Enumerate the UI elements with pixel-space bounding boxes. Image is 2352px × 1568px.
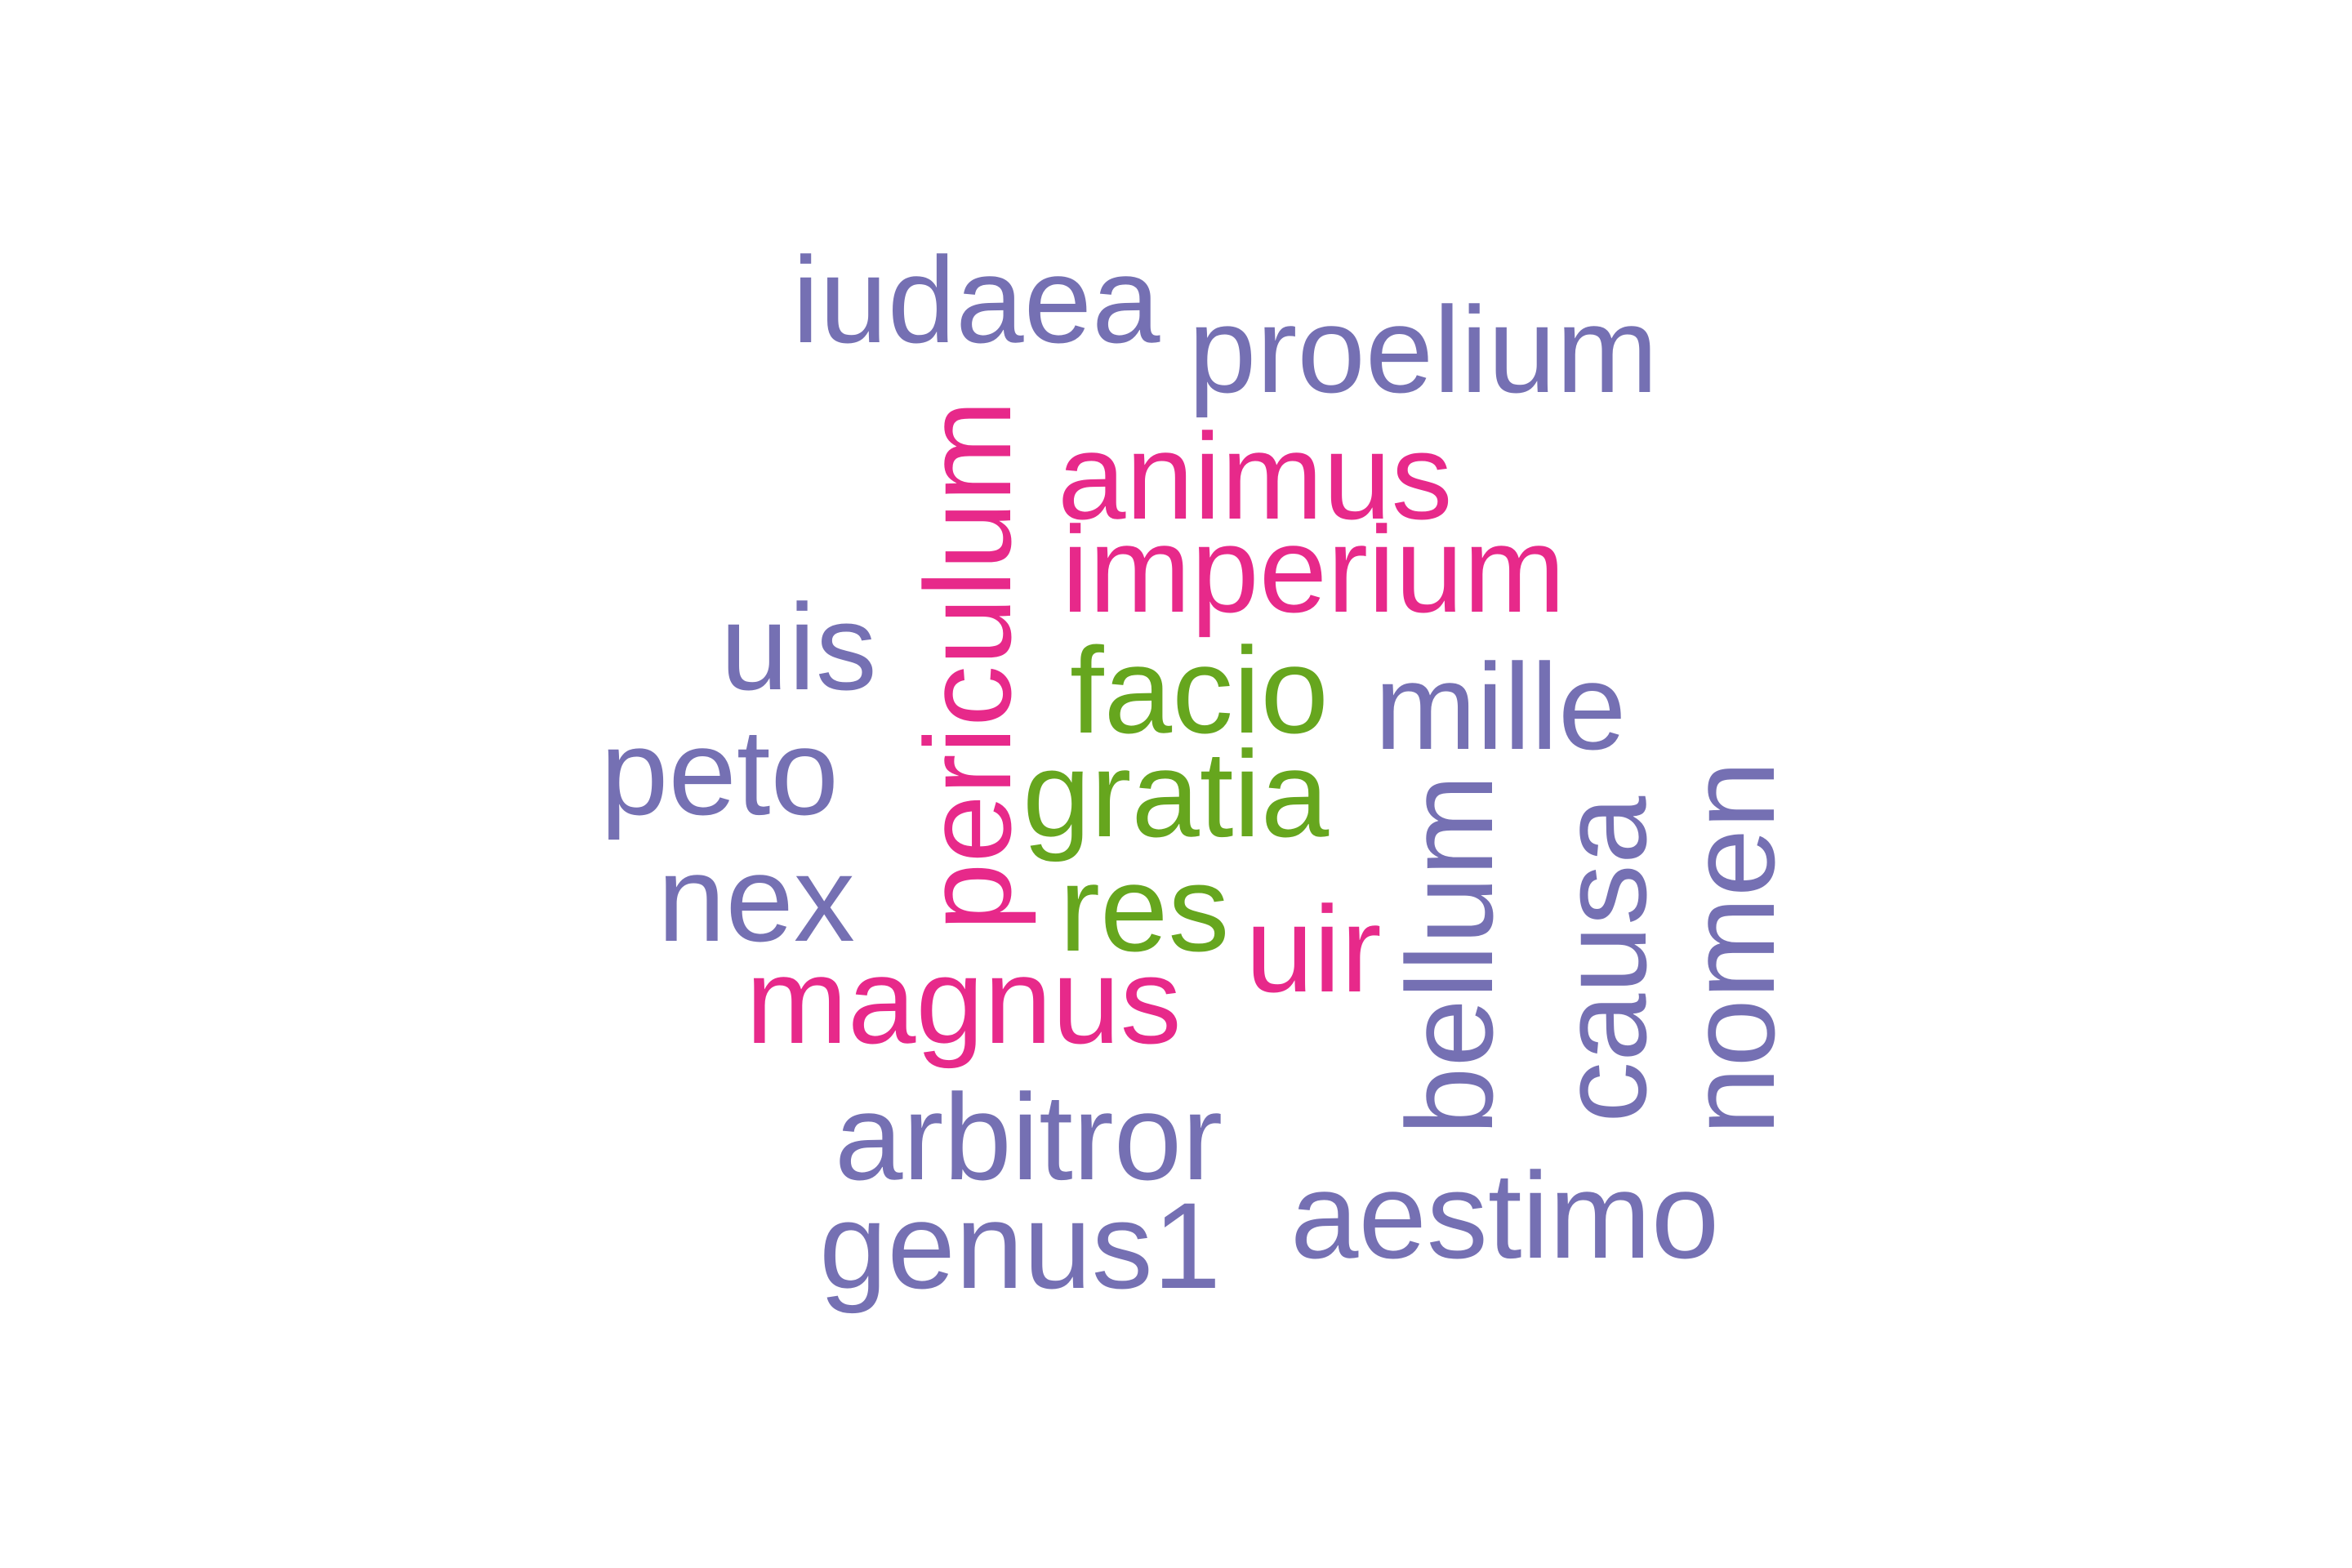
word-magnus: magnus [746, 932, 1182, 1069]
word-aestimo: aestimo [1290, 1147, 1720, 1284]
word-imperium: imperium [1062, 501, 1566, 638]
word-proelium: proelium [1188, 281, 1659, 418]
word-genus1: genus1 [819, 1177, 1222, 1314]
word-gratia: gratia [1022, 725, 1330, 862]
word-nex: nex [657, 830, 855, 967]
word-bellum: bellum [1381, 774, 1518, 1135]
word-facio: facio [1070, 621, 1329, 759]
word-animus: animus [1058, 408, 1453, 545]
word-mille: mille [1374, 638, 1627, 775]
word-nomen: nomen [1663, 760, 1800, 1135]
word-periculum: periculum [899, 399, 1036, 931]
word-causa: causa [1535, 795, 1672, 1123]
word-uir: uir [1245, 880, 1382, 1018]
word-iudaea: iudaea [792, 231, 1160, 368]
word-res: res [1059, 840, 1230, 977]
word-uis: uis [720, 578, 877, 715]
word-arbitror: arbitror [835, 1068, 1223, 1205]
word-peto: peto [600, 703, 839, 840]
